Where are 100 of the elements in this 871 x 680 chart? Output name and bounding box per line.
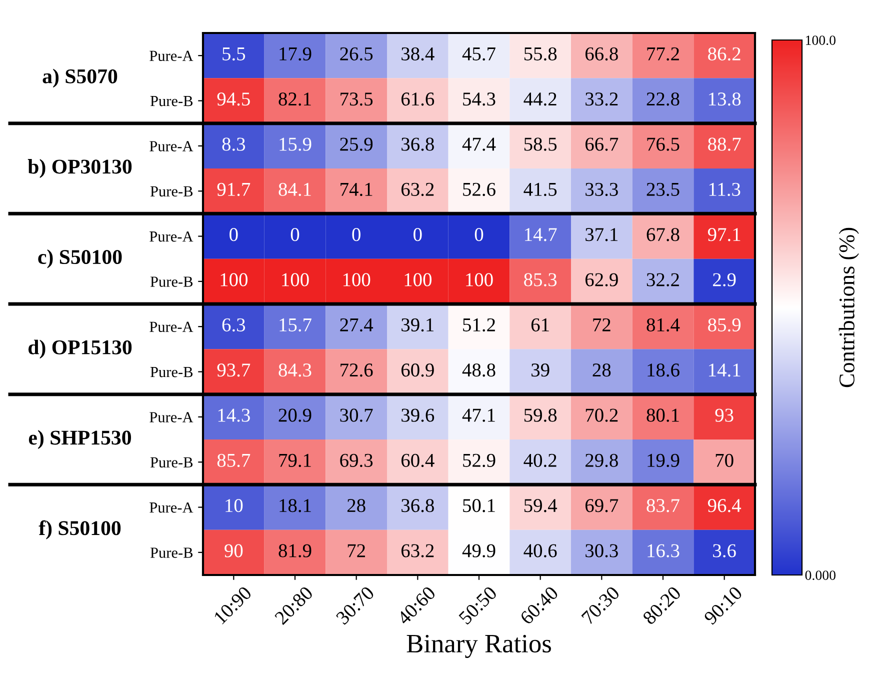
data-label: 70.2 — [586, 408, 618, 422]
data-label: 50.1 — [463, 498, 495, 512]
data-label: 41.5 — [524, 182, 557, 196]
data-label: 61.6 — [401, 92, 434, 106]
data-label: 10 — [226, 498, 243, 512]
data-label: 0 — [414, 228, 422, 242]
y-tick-label: Pure-B — [150, 367, 193, 378]
data-label: 14.1 — [709, 364, 740, 377]
data-label: 60.4 — [401, 454, 434, 468]
data-label: 63.2 — [401, 182, 434, 196]
data-label: 14.3 — [218, 408, 250, 422]
data-label: 88.7 — [708, 138, 741, 151]
data-label: 13.8 — [709, 92, 741, 106]
data-label: 19.9 — [648, 454, 680, 468]
data-label: 45.7 — [462, 47, 496, 61]
data-label: 0 — [230, 228, 238, 242]
data-label: 60.9 — [401, 363, 434, 377]
data-label: 8.3 — [222, 138, 246, 151]
data-label: 29.8 — [586, 454, 618, 468]
data-label: 27.4 — [340, 318, 374, 332]
data-label: 84.3 — [278, 363, 312, 377]
data-label: 28 — [347, 498, 366, 512]
data-label: 18.6 — [648, 363, 680, 377]
data-label: 67.8 — [646, 228, 680, 242]
data-label: 79.1 — [279, 454, 311, 468]
y-tick-label: Pure-A — [150, 231, 194, 242]
data-label: 100 — [282, 273, 309, 286]
data-label: 25.9 — [340, 138, 373, 151]
y-tick-label: Pure-B — [150, 96, 193, 106]
data-label: 66.7 — [585, 138, 618, 151]
data-label: 22.8 — [646, 92, 680, 106]
data-label: 17.9 — [280, 47, 312, 61]
text: f) S50100 — [38, 520, 121, 540]
data-label: 69.7 — [585, 499, 618, 512]
data-label: 15.7 — [280, 318, 312, 332]
data-label: 66.8 — [585, 47, 618, 61]
data-label: 97.1 — [708, 228, 740, 242]
data-label: 94.5 — [217, 92, 250, 106]
data-label: 73.5 — [340, 92, 373, 106]
data-label: 49.9 — [462, 544, 496, 558]
data-label: 59.8 — [524, 408, 557, 422]
data-label: 81.9 — [278, 544, 312, 558]
data-label: 70 — [716, 454, 734, 467]
y-tick-label: Pure-B — [150, 276, 193, 287]
data-label: 36.8 — [402, 138, 434, 151]
data-label: 91.7 — [217, 182, 250, 196]
data-label: 6.3 — [222, 318, 246, 332]
data-label: 72.6 — [340, 364, 373, 377]
data-label: 32.2 — [646, 273, 679, 286]
data-label: 52.6 — [463, 182, 496, 196]
data-label: 69.3 — [340, 454, 373, 468]
data-label: 40.2 — [524, 454, 556, 468]
data-label: 36.8 — [402, 498, 434, 512]
x-axis-title: Binary Ratios — [406, 634, 551, 658]
data-label: 62.9 — [585, 273, 618, 286]
data-label: 80.1 — [646, 408, 679, 422]
color-bar-title: Contributions (%) — [838, 228, 859, 388]
y-tick-label: Pure-A — [150, 502, 194, 513]
y-tick-label: Pure-B — [150, 457, 193, 468]
y-tick-label: Pure-A — [150, 141, 194, 152]
data-label: 0 — [352, 228, 360, 242]
data-label: 85.3 — [524, 273, 557, 286]
data-label: 5.5 — [222, 48, 246, 61]
y-tick-label: Pure-A — [150, 322, 194, 332]
text: c) S50100 — [38, 249, 122, 268]
data-label: 33.3 — [586, 182, 618, 196]
y-tick-label: Pure-A — [150, 50, 194, 62]
color-bar-label: 100.0 — [806, 36, 836, 46]
data-label: 0 — [290, 228, 300, 242]
data-label: 85.7 — [217, 454, 250, 468]
data-label: 30.7 — [340, 408, 373, 422]
data-label: 28 — [592, 363, 611, 377]
data-label: 83.7 — [646, 498, 680, 512]
data-label: 100 — [343, 273, 370, 286]
data-label: 72 — [593, 318, 610, 332]
data-label: 11.3 — [709, 182, 740, 196]
data-label: 23.5 — [646, 182, 680, 196]
text: b) OP30130 — [28, 159, 132, 178]
data-label: 61 — [531, 318, 549, 332]
data-label: 51.2 — [463, 318, 495, 332]
y-tick-label: Pure-B — [150, 548, 193, 558]
data-label: 40.6 — [524, 544, 557, 558]
color-bar-label: 0.000 — [805, 570, 836, 580]
text: a) S5070 — [42, 68, 118, 88]
text: e) SHP1530 — [28, 430, 131, 449]
data-label: 39.1 — [402, 318, 434, 332]
data-label: 100 — [404, 273, 432, 286]
data-label: 74.1 — [340, 182, 372, 196]
data-label: 0 — [474, 228, 484, 242]
data-label: 47.1 — [462, 408, 495, 422]
y-tick-label: Pure-A — [150, 412, 194, 422]
data-label: 84.1 — [278, 182, 311, 196]
data-label: 18.1 — [280, 498, 311, 512]
data-label: 86.2 — [708, 47, 740, 61]
data-label: 76.5 — [647, 138, 680, 151]
data-label: 100 — [220, 273, 248, 286]
data-label: 52.9 — [463, 454, 496, 468]
data-label: 3.6 — [713, 544, 736, 558]
data-label: 58.5 — [524, 138, 557, 151]
data-label: 48.8 — [462, 363, 496, 377]
